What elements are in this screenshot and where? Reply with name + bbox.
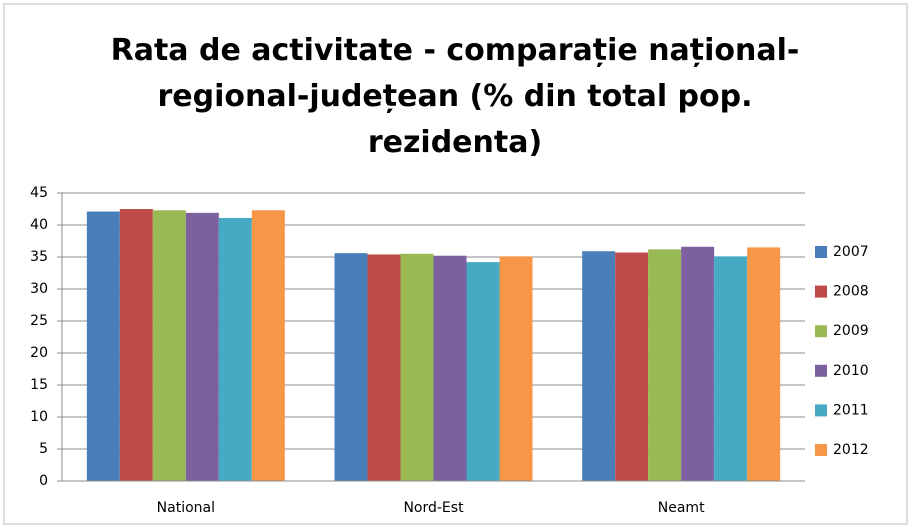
bar xyxy=(681,246,715,481)
y-tick-label: 30 xyxy=(30,281,48,297)
legend-label: 2012 xyxy=(833,442,869,458)
y-tick-label: 45 xyxy=(30,185,48,201)
y-tick-label: 20 xyxy=(30,345,48,361)
bar xyxy=(499,256,533,481)
legend-swatch xyxy=(815,325,827,338)
y-tick-label: 0 xyxy=(39,473,48,489)
legend-label: 2011 xyxy=(833,402,869,418)
bar xyxy=(86,211,120,481)
x-tick-label: Nord-Est xyxy=(403,500,464,516)
chart-title: Rata de activitate - comparație național… xyxy=(110,33,800,160)
bar xyxy=(185,212,219,481)
bar xyxy=(714,256,748,481)
x-tick-label: National xyxy=(157,500,215,516)
bar xyxy=(466,262,500,481)
bar xyxy=(367,254,401,481)
bar xyxy=(152,210,186,481)
bar xyxy=(334,253,368,481)
bar xyxy=(747,247,781,481)
legend-swatch xyxy=(815,246,827,258)
x-tick-label: Neamt xyxy=(658,500,705,516)
legend-label: 2009 xyxy=(833,323,869,339)
legend-label: 2008 xyxy=(833,284,869,300)
legend-label: 2010 xyxy=(833,363,869,379)
bar xyxy=(400,253,434,481)
bar xyxy=(648,249,682,481)
bar xyxy=(119,209,153,481)
bar xyxy=(582,251,616,481)
y-tick-label: 10 xyxy=(30,409,48,425)
legend-swatch xyxy=(815,285,827,298)
bar xyxy=(615,252,649,481)
bar xyxy=(433,255,467,481)
y-tick-label: 25 xyxy=(30,313,48,329)
y-tick-label: 40 xyxy=(30,217,48,233)
legend-swatch xyxy=(815,364,827,377)
bar xyxy=(218,217,252,481)
y-tick-label: 35 xyxy=(30,249,48,265)
legend-label: 2007 xyxy=(833,244,869,260)
legend-swatch xyxy=(815,404,827,417)
legend-swatch xyxy=(815,444,827,456)
y-tick-label: 5 xyxy=(39,441,48,457)
y-tick-label: 15 xyxy=(30,377,48,393)
bar xyxy=(251,210,285,481)
